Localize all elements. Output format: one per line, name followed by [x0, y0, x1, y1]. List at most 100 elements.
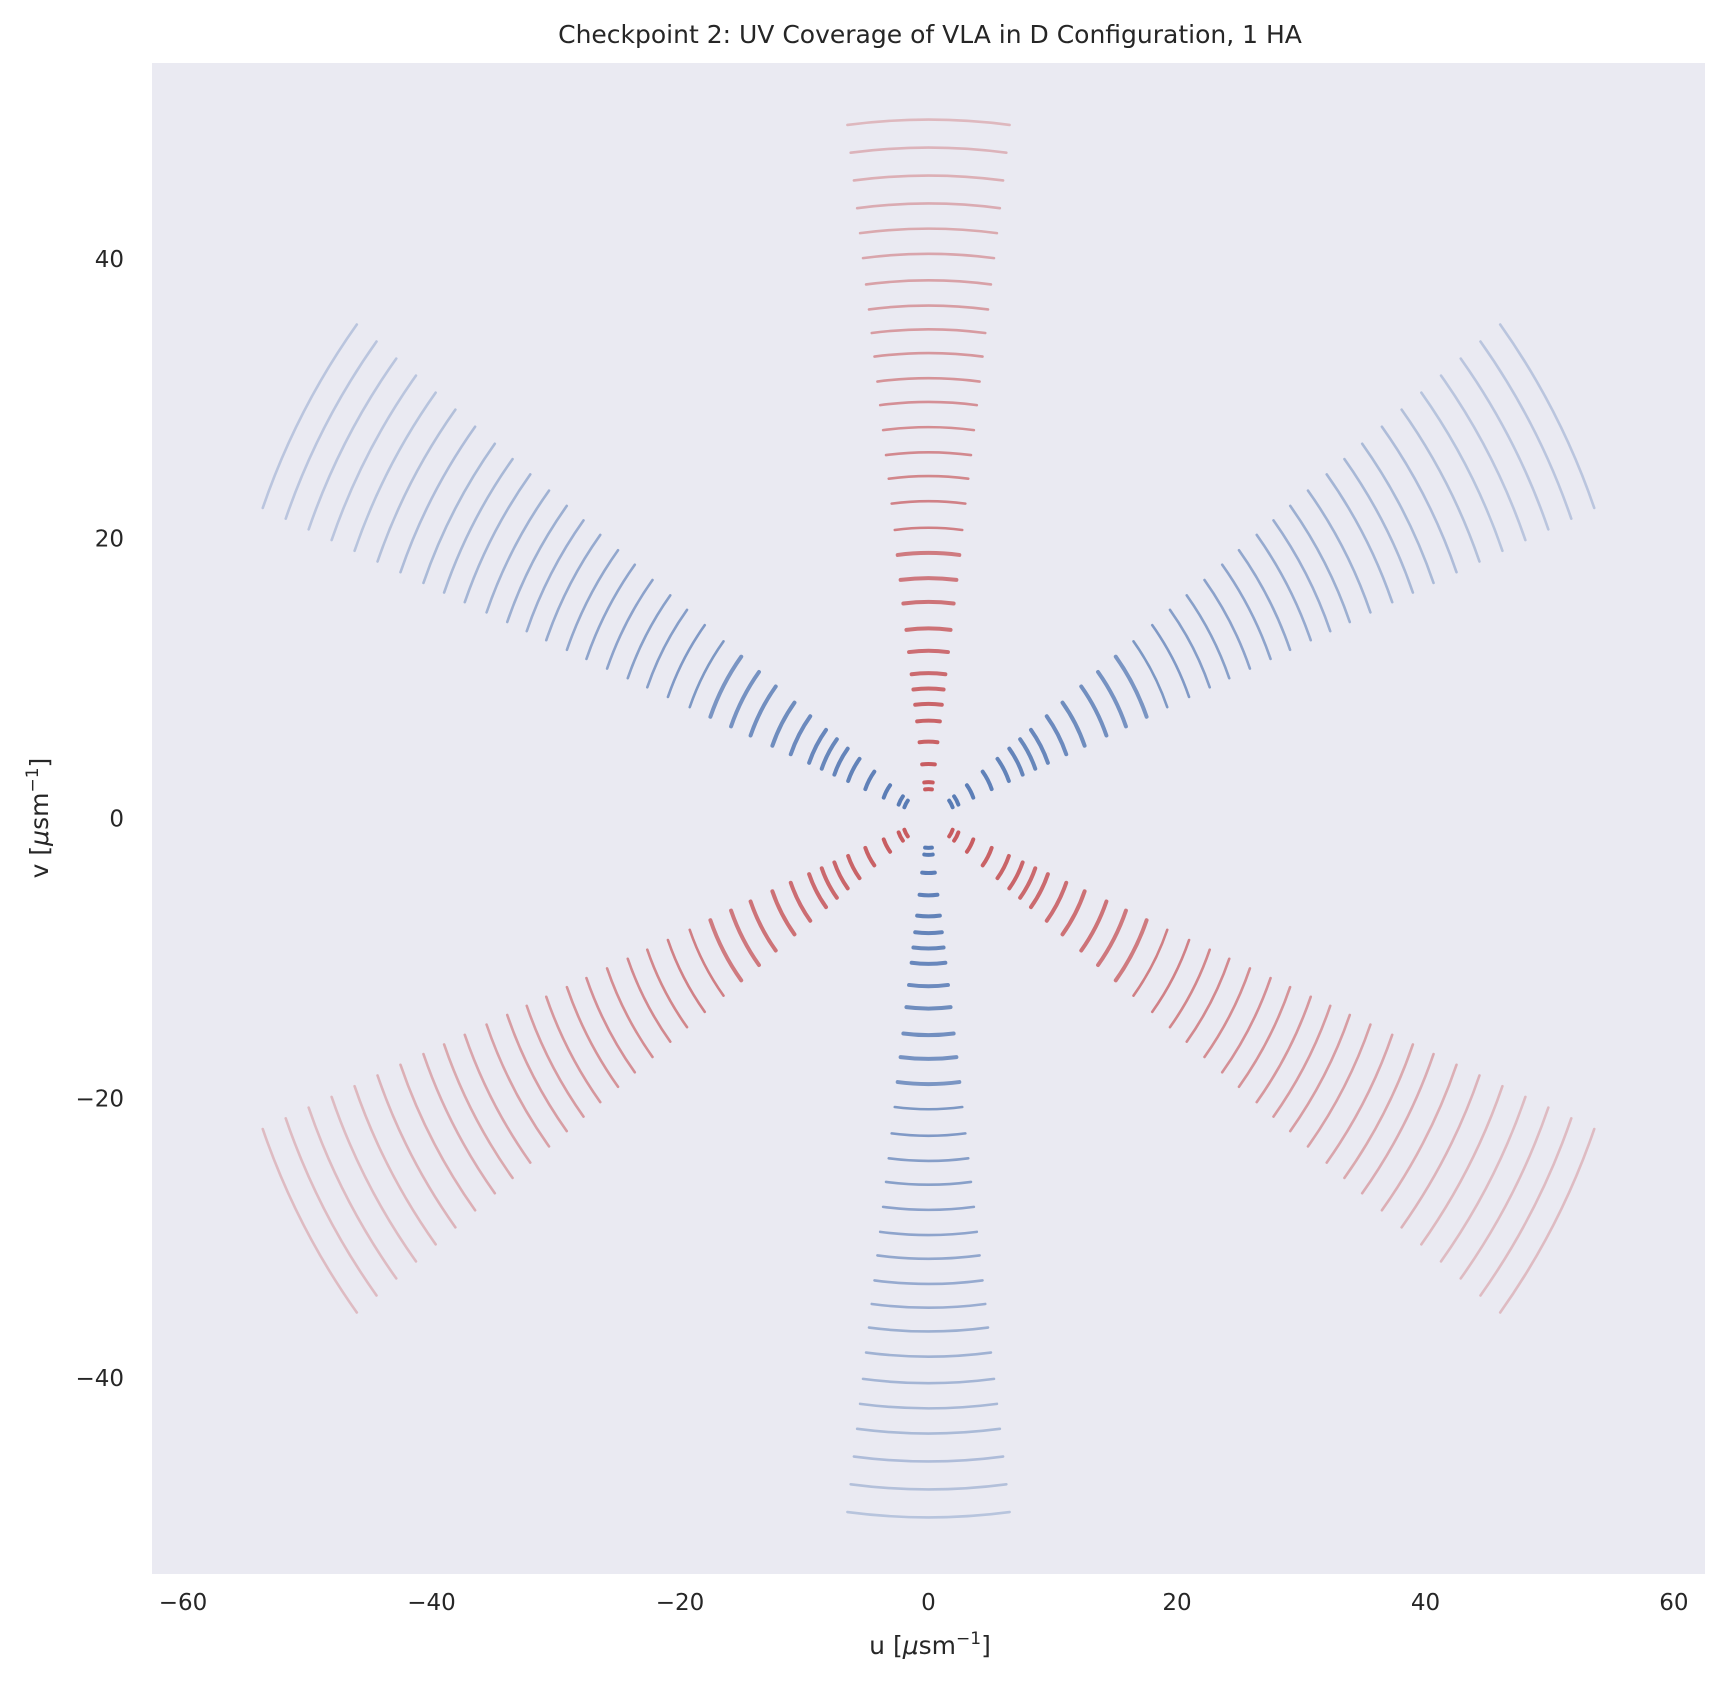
uv-track-arc: [893, 1105, 964, 1111]
uv-track-arc: [729, 908, 761, 967]
uv-track-arc: [964, 837, 976, 854]
uv-track-arc: [915, 718, 942, 724]
x-tick-label: 40: [1411, 1590, 1440, 1616]
uv-track-arc: [1400, 1074, 1481, 1229]
uv-track-arc: [284, 1117, 378, 1297]
uv-track-arc: [895, 1080, 962, 1086]
uv-track-arc: [1306, 1023, 1372, 1148]
uv-track-arc: [1007, 746, 1025, 777]
uv-track-arc: [917, 892, 940, 898]
uv-track-arc: [909, 960, 948, 966]
uv-track-arc: [807, 872, 828, 910]
uv-track-arc: [870, 1302, 987, 1309]
uv-track-arc: [913, 930, 944, 936]
uv-track-arc: [1343, 1043, 1415, 1180]
uv-track-arc: [788, 880, 813, 923]
uv-track-arc: [1439, 1095, 1527, 1263]
uv-track-arc: [770, 700, 797, 748]
uv-track-arc: [353, 1084, 437, 1246]
uv-track-arc: [1203, 967, 1252, 1059]
uv-track-arc: [913, 701, 944, 707]
uv-track-arc: [909, 671, 948, 677]
uv-track-arc: [995, 756, 1011, 784]
uv-track-arc: [399, 1063, 477, 1212]
uv-track-arc: [485, 489, 551, 614]
uv-track-arc: [505, 1013, 569, 1133]
uv-track-arc: [645, 948, 689, 1029]
uv-track-arc: [887, 1157, 970, 1163]
uv-track-arc: [855, 202, 1002, 210]
uv-track-arc: [1237, 985, 1292, 1089]
uv-track-arc: [1325, 473, 1394, 604]
uv-track-arc: [544, 533, 602, 642]
uv-track-arc: [1096, 908, 1128, 967]
uv-track-arc: [330, 1095, 418, 1263]
x-tick-label: 0: [921, 1590, 936, 1616]
uv-track-arc: [807, 727, 828, 765]
uv-track-arc: [980, 769, 994, 792]
uv-track-arc: [846, 1510, 1011, 1519]
uv-track-arc: [864, 279, 993, 286]
uv-track-arc: [1306, 489, 1372, 614]
uv-track-arc: [376, 1074, 457, 1229]
y-axis-label: v [μsm−1]: [23, 758, 54, 879]
uv-track-arc: [1044, 880, 1069, 923]
uv-track-arc: [1079, 899, 1109, 953]
uv-track-arc: [261, 1127, 359, 1314]
uv-track-arc: [846, 853, 862, 881]
uv-track-arc: [1018, 866, 1038, 900]
uv-track-arc: [485, 1023, 551, 1148]
uv-track-arc: [1498, 323, 1596, 510]
uv-track-arc: [1498, 1127, 1596, 1314]
uv-track-arc: [863, 769, 877, 792]
x-tick-label: −40: [407, 1590, 456, 1616]
uv-track-arc: [605, 578, 654, 670]
uv-track-arc: [819, 737, 839, 771]
uv-track-arc: [1439, 374, 1527, 542]
uv-track-arc: [915, 913, 942, 919]
y-tick-label: −20: [75, 1086, 124, 1112]
uv-track-arc: [867, 1326, 990, 1333]
uv-track-arc: [1380, 1063, 1458, 1212]
uv-track-arc: [585, 976, 637, 1074]
uv-track-arc: [896, 830, 905, 843]
uv-track-arc: [1185, 594, 1231, 680]
uv-track-arc: [626, 957, 672, 1043]
uv-track-arc: [688, 928, 725, 997]
uv-track-arc: [873, 351, 984, 358]
plot-area: [152, 63, 1705, 1574]
y-axis-ticks: −40 −20 0 20 40: [75, 247, 124, 1392]
uv-track-arc: [544, 995, 602, 1104]
uv-track-arc: [1272, 1004, 1332, 1118]
uv-track-arc: [376, 408, 457, 563]
uv-track-arc: [895, 551, 962, 557]
uv-track-arc: [1380, 425, 1458, 574]
uv-track-arc: [1479, 340, 1573, 520]
uv-track-arc: [1060, 889, 1087, 937]
uv-track-arc: [284, 340, 378, 520]
uv-track-arc: [1220, 563, 1272, 661]
uv-track-arc: [890, 499, 967, 505]
uv-track-arc: [505, 504, 569, 624]
uv-track-arc: [911, 686, 946, 692]
uv-track-arc: [1079, 684, 1109, 738]
x-tick-label: −20: [656, 1590, 705, 1616]
uv-track-arc: [1132, 928, 1169, 997]
uv-track-arc: [770, 889, 797, 937]
uv-track-arc: [861, 252, 996, 260]
uv-track-arc: [1220, 976, 1272, 1074]
uv-track-arc: [884, 1180, 973, 1187]
uv-track-arc: [1203, 578, 1252, 670]
uv-track-arc: [261, 323, 359, 510]
uv-track-arc: [307, 357, 398, 531]
x-axis-ticks: −60 −40 −20 0 20 40 60: [159, 1590, 1689, 1616]
uv-track-arc: [901, 599, 956, 606]
uv-track-arc: [1060, 700, 1087, 748]
uv-track-arc: [852, 1455, 1005, 1463]
uv-track-arc: [893, 526, 964, 532]
uv-track-arc: [858, 1402, 999, 1410]
uv-track-arc: [858, 227, 999, 235]
uv-track-arc: [1459, 1106, 1550, 1280]
uv-track-arc: [881, 783, 893, 800]
